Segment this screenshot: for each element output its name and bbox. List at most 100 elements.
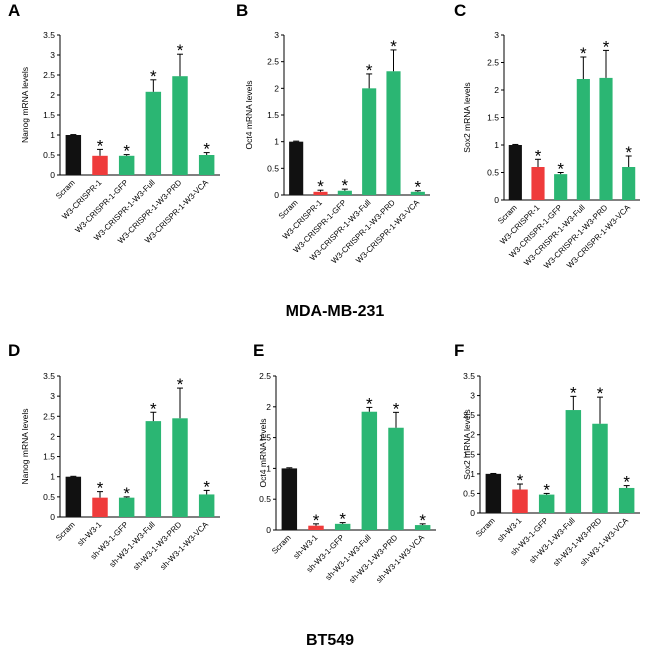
y-tick-label: 2 <box>266 402 271 412</box>
group-label-bottom: BT549 <box>306 632 354 649</box>
y-tick-label: 1 <box>266 463 271 473</box>
significance-star: * <box>97 479 104 498</box>
category-label: Scram <box>277 198 300 221</box>
significance-star: * <box>393 399 400 418</box>
panel-letter: F <box>454 341 464 360</box>
panel-letter: E <box>253 341 264 360</box>
bar-3 <box>118 155 135 175</box>
y-tick-label: 3.5 <box>43 30 55 40</box>
significance-star: * <box>557 160 564 179</box>
bar-4 <box>576 79 590 200</box>
y-tick-label: 2.5 <box>259 371 271 381</box>
y-tick-label: 0.5 <box>487 168 499 178</box>
y-tick-label: 0 <box>274 190 279 200</box>
category-label: sh-W3-1-W3-PRD <box>551 516 603 568</box>
y-axis-label: Nanog mRNA levels <box>20 67 30 143</box>
bar-5 <box>172 76 188 175</box>
significance-star: * <box>419 511 426 530</box>
panel-d: D 0 0.5 1 1.5 2 2.5 3 3.5 Nanog mRNA levels Scram *… <box>8 341 220 572</box>
significance-star: * <box>366 61 373 80</box>
bar-6 <box>414 525 431 530</box>
category-label: Scram <box>474 516 497 539</box>
bar-4 <box>565 410 582 513</box>
y-tick-label: 1.5 <box>43 110 55 120</box>
bar-5 <box>172 418 188 517</box>
significance-star: * <box>97 136 104 155</box>
y-tick-label: 3 <box>274 30 279 40</box>
y-tick-label: 0.5 <box>43 150 55 160</box>
bar-3 <box>337 190 352 195</box>
category-label: sh-W3-1-W3-VCA <box>578 516 630 568</box>
y-tick-label: 1.5 <box>259 433 271 443</box>
panel-letter: D <box>8 341 20 360</box>
category-label: Scram <box>54 178 77 201</box>
significance-star: * <box>177 375 184 394</box>
panel-letter: A <box>8 1 20 20</box>
y-axis-label: Oct4 mRNA levels <box>258 419 268 488</box>
y-tick-label: 1 <box>470 469 475 479</box>
y-axis-label: Sox2 mRNA levels <box>462 409 472 479</box>
y-tick-label: 0.5 <box>259 494 271 504</box>
panel-a: A 0 0.5 1 1.5 2 2.5 3 3.5 Nanog mRNA levels Scram *… <box>8 1 220 245</box>
significance-star: * <box>203 140 210 159</box>
bar-4 <box>361 411 378 530</box>
bar-5 <box>386 71 401 195</box>
significance-star: * <box>313 511 320 530</box>
y-tick-label: 2 <box>494 85 499 95</box>
significance-star: * <box>570 383 577 402</box>
bar-2 <box>92 155 108 175</box>
category-label: sh-W3-1-W3-Full <box>108 520 157 569</box>
significance-star: * <box>625 143 632 162</box>
bar-6 <box>410 191 425 195</box>
y-tick-label: 2.5 <box>487 58 499 68</box>
y-tick-label: 3 <box>494 30 499 40</box>
significance-star: * <box>517 471 524 490</box>
significance-star: * <box>150 67 157 86</box>
bar-2 <box>92 497 108 517</box>
panel-letter: B <box>236 1 248 20</box>
significance-star: * <box>543 480 550 499</box>
significance-star: * <box>123 484 130 503</box>
bar-6 <box>198 494 215 517</box>
y-tick-label: 3.5 <box>43 371 55 381</box>
category-label: sh-W3-1-W3-Full <box>528 516 577 565</box>
y-axis-label: Oct4 mRNA levels <box>244 81 254 150</box>
significance-star: * <box>603 37 610 56</box>
bar-4 <box>145 421 162 517</box>
bar-2 <box>531 167 545 200</box>
significance-star: * <box>623 473 630 492</box>
significance-star: * <box>415 178 422 197</box>
bar-1 <box>65 135 82 175</box>
bar-5 <box>599 77 613 200</box>
y-tick-label: 3.5 <box>463 371 475 381</box>
bar-1 <box>485 473 502 513</box>
panel-letter: C <box>454 1 466 20</box>
significance-star: * <box>366 394 373 413</box>
category-label: Scram <box>270 533 293 556</box>
y-tick-label: 1.5 <box>487 113 499 123</box>
bar-5 <box>592 423 608 513</box>
y-tick-label: 1.5 <box>43 452 55 462</box>
y-tick-label: 3 <box>470 391 475 401</box>
bar-1 <box>508 145 522 200</box>
bar-4 <box>362 88 377 195</box>
y-tick-label: 0 <box>470 508 475 518</box>
y-tick-label: 2 <box>50 431 55 441</box>
y-axis-label: Sox2 mRNA levels <box>462 82 472 152</box>
y-tick-label: 2 <box>470 430 475 440</box>
significance-star: * <box>597 384 604 403</box>
bar-2 <box>313 191 328 195</box>
y-tick-label: 2 <box>50 90 55 100</box>
y-tick-label: 0.5 <box>43 492 55 502</box>
bar-3 <box>118 497 135 517</box>
y-tick-label: 3 <box>50 50 55 60</box>
bar-3 <box>538 494 555 513</box>
chart-panels: A 0 0.5 1 1.5 2 2.5 3 3.5 Nanog mRNA levels Scram *… <box>8 1 640 585</box>
y-tick-label: 1.5 <box>463 449 475 459</box>
significance-star: * <box>535 146 542 165</box>
bar-6 <box>198 155 215 175</box>
category-label: sh-W3-1-W3-PRD <box>347 533 399 585</box>
